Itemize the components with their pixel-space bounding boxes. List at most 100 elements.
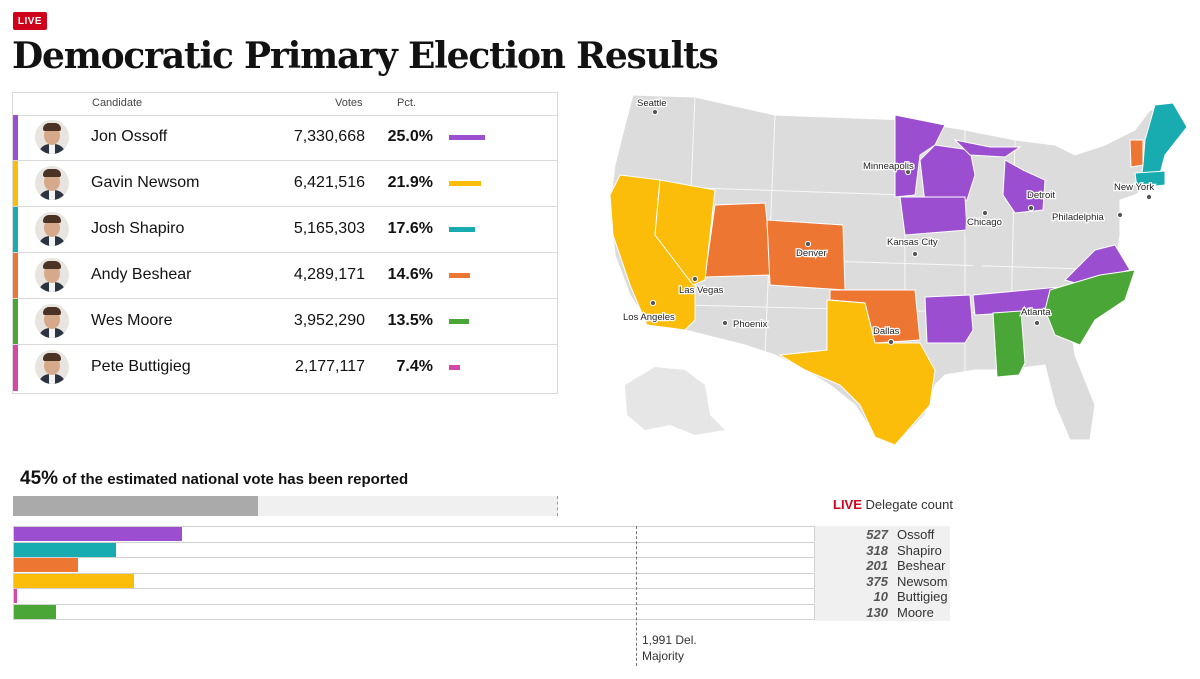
table-row: Gavin Newsom 6,421,516 21.9% [13, 161, 557, 207]
delegate-count-row: 10 Buttigieg [815, 589, 950, 604]
candidate-pct-bar [449, 227, 475, 232]
city-marker [691, 275, 699, 283]
reported-label: of the estimated national vote has been … [62, 471, 409, 488]
delegate-candidate-name: Shapiro [897, 542, 942, 558]
state-illinois [965, 203, 987, 275]
candidate-avatar [35, 212, 69, 246]
table-row: Wes Moore 3,952,290 13.5% [13, 299, 557, 345]
alaska-shape [625, 367, 725, 435]
candidate-pct: 21.9% [387, 174, 433, 191]
candidate-avatar [35, 304, 69, 338]
majority-line [636, 526, 637, 666]
candidate-pct-bar [449, 273, 471, 278]
delegate-count-value: 130 [866, 605, 888, 620]
city-marker [804, 240, 812, 248]
delegate-count-row: 318 Shapiro [815, 543, 950, 558]
candidate-name: Andy Beshear [91, 266, 192, 283]
candidate-votes: 5,165,303 [293, 220, 365, 237]
candidate-color-stripe [13, 115, 18, 160]
reported-percent: 45% [20, 468, 59, 489]
city-marker [651, 108, 659, 116]
delegate-count-value: 318 [866, 542, 888, 558]
delegate-candidate-name: Buttigieg [897, 589, 948, 605]
delegate-bar-row [13, 526, 815, 541]
table-row: Pete Buttigieg 2,177,117 7.4% [13, 345, 557, 391]
candidate-votes: 6,421,516 [293, 174, 365, 191]
state-iowa [899, 196, 968, 236]
city-marker [887, 338, 895, 346]
city-marker [904, 168, 912, 176]
city-marker [1145, 193, 1153, 201]
candidate-votes: 4,289,171 [293, 266, 365, 283]
candidate-pct-bar [449, 135, 486, 140]
city-label: Atlanta [1021, 307, 1051, 318]
state-north-carolina [1044, 269, 1136, 346]
delegate-count-value: 527 [866, 527, 888, 542]
city-label: Dallas [873, 326, 900, 337]
city-label: Las Vegas [679, 285, 724, 296]
city-marker [911, 250, 919, 258]
table-header: Candidate Votes Pct. [13, 93, 557, 116]
candidate-name: Gavin Newsom [91, 174, 200, 191]
majority-label: 1,991 Del. Majority [642, 632, 697, 664]
delegate-count-row: 201 Beshear [815, 558, 950, 573]
delegate-bar [14, 605, 56, 619]
delegate-count-value: 10 [873, 589, 888, 605]
delegate-candidate-name: Moore [897, 605, 934, 620]
city-marker [1027, 204, 1035, 212]
column-pct: Pct. [397, 97, 416, 109]
city-marker [649, 299, 657, 307]
delegate-bar [14, 558, 79, 573]
reported-progress-track [13, 496, 558, 516]
candidate-avatar [35, 258, 69, 292]
delegate-count-row: 130 Moore [815, 605, 950, 620]
candidate-pct-bar [449, 181, 481, 186]
delegate-live-label: LIVE [833, 497, 862, 512]
city-label: Chicago [967, 217, 1002, 228]
city-marker [721, 319, 729, 327]
table-row: Josh Shapiro 5,165,303 17.6% [13, 207, 557, 253]
city-label: Seattle [637, 98, 667, 109]
delegate-bar-row [13, 557, 815, 573]
delegate-bar [14, 527, 183, 541]
candidate-color-stripe [13, 161, 18, 206]
state-utah [704, 202, 771, 278]
candidate-pct: 25.0% [387, 128, 433, 145]
page-title: Democratic Primary Election Results [12, 35, 719, 77]
delegate-candidate-name: Beshear [897, 558, 946, 574]
state-vermont [1129, 139, 1144, 168]
state-nevada [654, 179, 716, 286]
city-marker [981, 209, 989, 217]
results-map: Seattle Minneapolis Detroit Chicago New York… [575, 85, 1200, 450]
city-marker [1033, 319, 1041, 327]
candidate-color-stripe [13, 345, 18, 391]
delegate-candidate-name: Newsom [897, 573, 948, 589]
column-candidate: Candidate [92, 97, 143, 109]
candidate-votes: 2,177,117 [295, 358, 365, 375]
majority-label-count: 1,991 Del. [642, 633, 697, 647]
city-label: Phoenix [733, 319, 768, 330]
candidate-avatar [35, 120, 69, 154]
candidate-pct-bar [449, 319, 469, 324]
majority-label-text: Majority [642, 649, 685, 663]
table-row: Andy Beshear 4,289,171 14.6% [13, 253, 557, 299]
delegate-bar-row [13, 541, 815, 557]
city-label: Minneapolis [863, 161, 914, 172]
delegate-bar-chart [13, 526, 815, 621]
city-label: Detroit [1027, 190, 1055, 201]
column-votes: Votes [335, 97, 363, 109]
candidate-name: Wes Moore [91, 312, 173, 329]
candidate-avatar [35, 350, 69, 384]
state-arkansas [924, 294, 974, 344]
delegate-count-title: LIVE Delegate count [833, 497, 953, 512]
candidate-pct: 7.4% [396, 358, 433, 375]
candidate-color-stripe [13, 253, 18, 298]
delegate-title-text: Delegate count [865, 497, 953, 512]
candidate-pct: 14.6% [387, 266, 433, 283]
results-table: Candidate Votes Pct. Jon Ossoff 7,330,668… [12, 92, 558, 394]
candidate-votes: 3,952,290 [293, 312, 365, 329]
delegate-bar-row [13, 604, 815, 620]
candidate-color-stripe [13, 299, 18, 344]
live-badge: LIVE [13, 12, 47, 30]
city-marker [1116, 211, 1124, 219]
